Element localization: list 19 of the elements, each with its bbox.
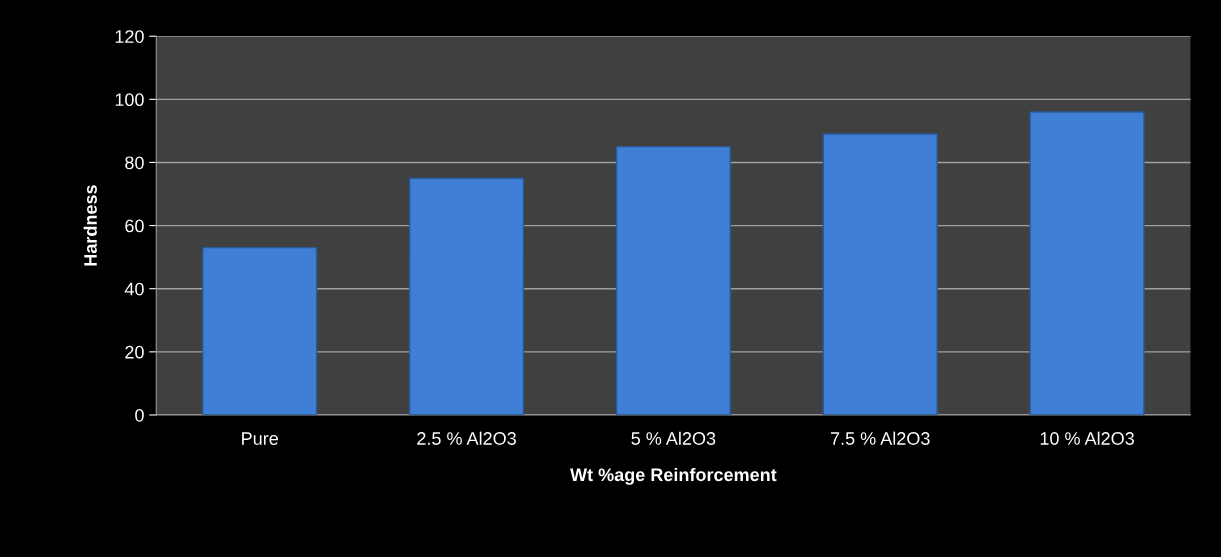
x-tick-label: 5 % Al2O3: [631, 431, 716, 445]
y-tick-label: 40: [124, 282, 144, 296]
y-tick-label: 0: [135, 408, 144, 422]
x-axis-title: Wt %age Reinforcement: [570, 467, 777, 485]
y-tick-label: 20: [125, 345, 144, 359]
y-tick-label: 100: [115, 93, 144, 107]
bar: [822, 133, 938, 415]
bar: [615, 145, 731, 415]
bar: [202, 246, 318, 415]
y-tick-label: 80: [125, 156, 144, 170]
x-tick-label: 2.5 % Al2O3: [417, 431, 516, 445]
x-tick-label: 10 % Al2O3: [1040, 431, 1134, 445]
x-tick-label: 7.5 % Al2O3: [830, 431, 930, 445]
x-tick-label: Pure: [242, 432, 278, 445]
bar: [1029, 111, 1145, 415]
y-tick-label: 120: [115, 30, 144, 43]
y-axis-title: Hardness: [83, 185, 97, 266]
bar: [408, 177, 525, 415]
y-tick-label: 60: [125, 219, 144, 233]
